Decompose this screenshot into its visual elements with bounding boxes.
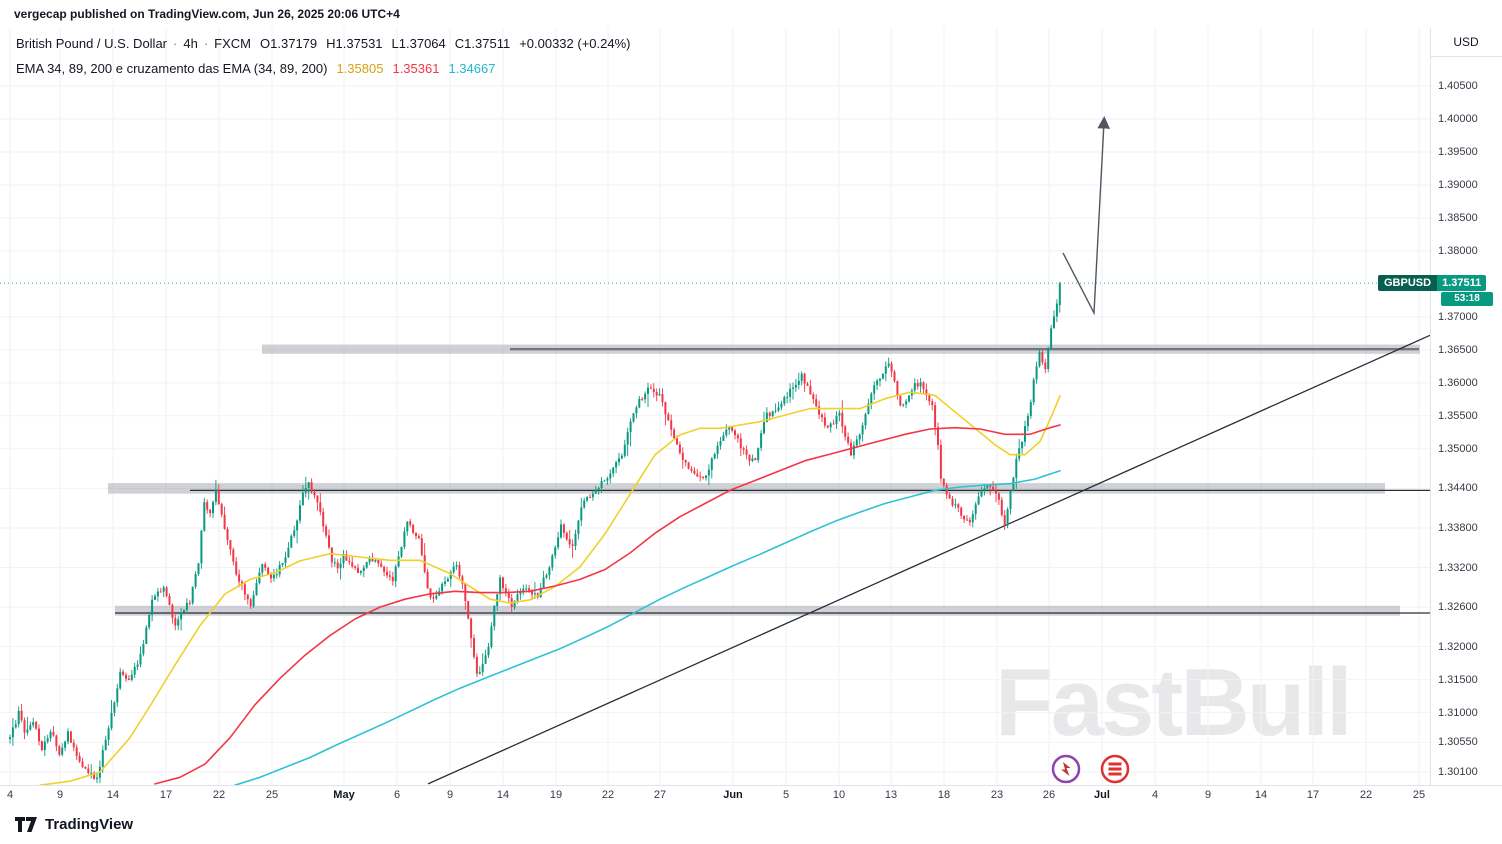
tradingview-logo-icon[interactable] [14,816,38,833]
price-axis-label: 1.31000 [1438,706,1478,719]
time-axis-label: Jul [1094,789,1110,801]
footer: TradingView [14,816,133,833]
separator: · [173,36,178,51]
bar-countdown: 53:18 [1441,292,1493,307]
symbol-title[interactable]: British Pound / U.S. Dollar [16,36,168,51]
time-axis-label: 14 [1254,789,1268,801]
time-axis-label: 25 [265,789,279,801]
time-axis-label: 25 [1412,789,1426,801]
price-axis-label: 1.33200 [1438,561,1478,574]
price-axis-label: 1.31500 [1438,673,1478,686]
price-axis-label: 1.36500 [1438,343,1478,356]
time-axis-label: 14 [106,789,120,801]
price-axis-label: 1.35500 [1438,409,1478,422]
publish-info: vergecap published on TradingView.com, J… [14,7,400,21]
grid-lines [0,28,1430,785]
price-axis-border [1430,28,1431,785]
time-axis-label: Jun [723,789,743,801]
close-value: C1.37511 [454,36,511,51]
time-axis-label: 9 [56,789,64,801]
exchange-label[interactable]: FXCM [214,36,252,51]
time-axis-label: 17 [159,789,173,801]
candlestick-series[interactable] [9,281,1061,784]
time-axis-label: 23 [990,789,1004,801]
time-axis-label: 9 [446,789,454,801]
time-axis-label: 14 [496,789,510,801]
price-axis-label: 1.37000 [1438,310,1478,323]
time-axis-label: 19 [549,789,563,801]
indicator-row: EMA 34, 89, 200 e cruzamento das EMA (34… [16,56,631,81]
price-axis-label: 1.39000 [1438,178,1478,191]
time-axis-label: 10 [832,789,846,801]
price-axis-label: 1.40000 [1438,112,1478,125]
time-axis-label: 4 [1151,789,1159,801]
ema-89-line [154,424,1061,785]
indicator-title[interactable]: EMA 34, 89, 200 e cruzamento das EMA (34… [16,61,328,76]
price-axis-label: 1.40500 [1438,80,1478,92]
price-axis-label: 1.32000 [1438,640,1478,653]
separator: · [203,36,209,51]
time-axis-label: 5 [782,789,790,801]
price-axis[interactable]: 1.40500 1.40000 1.39500 1.39000 1.38500 1.380… [1438,0,1502,785]
ema-34-line [39,391,1061,786]
open-value: O1.37179 [260,36,318,51]
currency-toggle[interactable]: USD [1430,28,1502,57]
time-axis[interactable]: 4 9 14 17 22 25 May 6 9 14 19 22 27 Jun 5 10 13 18 23 26 Jul… [0,789,1502,805]
time-axis-label: May [333,789,355,801]
ema34-value: 1.35805 [336,61,384,76]
price-axis-label: 1.38500 [1438,211,1478,224]
time-axis-label: 17 [1306,789,1320,801]
price-axis-label: 1.36000 [1438,376,1478,389]
time-axis-label: 4 [6,789,14,801]
price-label-symbol: GBPUSD [1378,275,1438,292]
symbol-row: British Pound / U.S. Dollar · 4h · FXCM … [16,31,631,56]
fastbull-watermark: FastBull [995,649,1353,756]
time-axis-border [0,785,1502,786]
last-price-label: GBPUSD 1.37511 [1378,275,1487,292]
price-axis-label: 1.38000 [1438,244,1478,257]
price-axis-label: 1.35000 [1438,442,1478,455]
fastbull-badge-icons [1051,754,1130,784]
time-axis-label: 13 [884,789,898,801]
time-axis-label: 22 [601,789,615,801]
time-axis-label: 6 [393,789,401,801]
time-axis-label: 26 [1042,789,1056,801]
time-axis-label: 22 [212,789,226,801]
tradingview-wordmark[interactable]: TradingView [45,816,134,833]
ema-200-line [234,470,1061,786]
projection-arrow[interactable] [1062,116,1110,316]
price-axis-label: 1.30550 [1438,736,1478,749]
low-value: L1.37064 [391,36,446,51]
price-axis-label: 1.32600 [1438,601,1478,614]
time-axis-label: 27 [653,789,667,801]
ema200-value: 1.34667 [448,61,496,76]
price-axis-label: 1.33800 [1438,521,1478,534]
price-axis-label: 1.30100 [1438,766,1478,778]
time-axis-label: 18 [937,789,951,801]
timeframe-label[interactable]: 4h [183,36,198,51]
high-value: H1.37531 [326,36,383,51]
time-axis-label: 9 [1204,789,1212,801]
ema-lines [39,391,1061,786]
ema89-value: 1.35361 [392,61,440,76]
chart-legend: British Pound / U.S. Dollar · 4h · FXCM … [16,31,631,81]
support-resistance-zones[interactable] [108,344,1430,616]
change-value: +0.00332 (+0.24%) [519,36,631,51]
price-axis-label: 1.39500 [1438,145,1478,158]
ascending-trendline[interactable] [427,334,1431,785]
price-label-value: 1.37511 [1437,275,1487,292]
price-axis-label: 1.34400 [1438,482,1478,495]
time-axis-label: 22 [1359,789,1373,801]
